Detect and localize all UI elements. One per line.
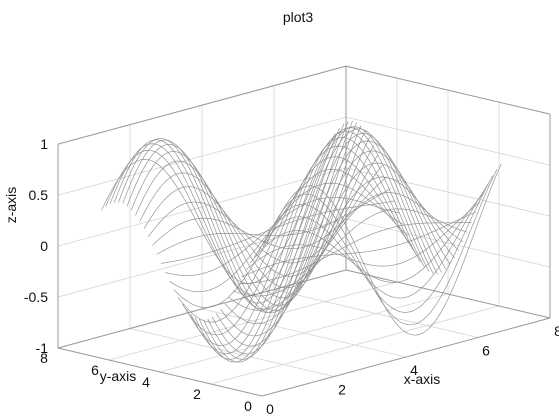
surface-line bbox=[102, 133, 336, 283]
surface-line bbox=[106, 128, 340, 295]
x-tick-label: 0 bbox=[266, 401, 274, 417]
chart-title: plot3 bbox=[283, 9, 314, 25]
x-tick-label: 6 bbox=[482, 343, 490, 359]
surface-line bbox=[195, 128, 429, 360]
surface-line bbox=[187, 137, 421, 345]
y-tick-label: 8 bbox=[40, 350, 48, 366]
z-axis-label: z-axis bbox=[3, 187, 19, 224]
y-tick-label: 2 bbox=[193, 386, 201, 402]
x-tick-label: 2 bbox=[338, 382, 346, 398]
surface-line bbox=[191, 131, 425, 353]
surface-line bbox=[182, 146, 416, 335]
y-tick-label: 4 bbox=[142, 374, 150, 390]
surface-line bbox=[161, 201, 395, 264]
y-axis-label: y-axis bbox=[100, 368, 137, 384]
box-edge bbox=[58, 348, 262, 396]
surface-line bbox=[199, 127, 433, 362]
z-tick-label: -0.5 bbox=[24, 289, 48, 305]
surface-line bbox=[267, 164, 501, 335]
z-tick-label: 0.5 bbox=[29, 187, 49, 203]
y-tick-label: 6 bbox=[91, 362, 99, 378]
x-tick-label: 8 bbox=[554, 323, 559, 339]
z-tick-label: 0 bbox=[40, 238, 48, 254]
x-axis-label: x-axis bbox=[404, 371, 441, 387]
z-tick-label: 1 bbox=[40, 136, 48, 152]
y-tick-label: 0 bbox=[244, 398, 252, 414]
floor-grid-y bbox=[211, 306, 499, 384]
